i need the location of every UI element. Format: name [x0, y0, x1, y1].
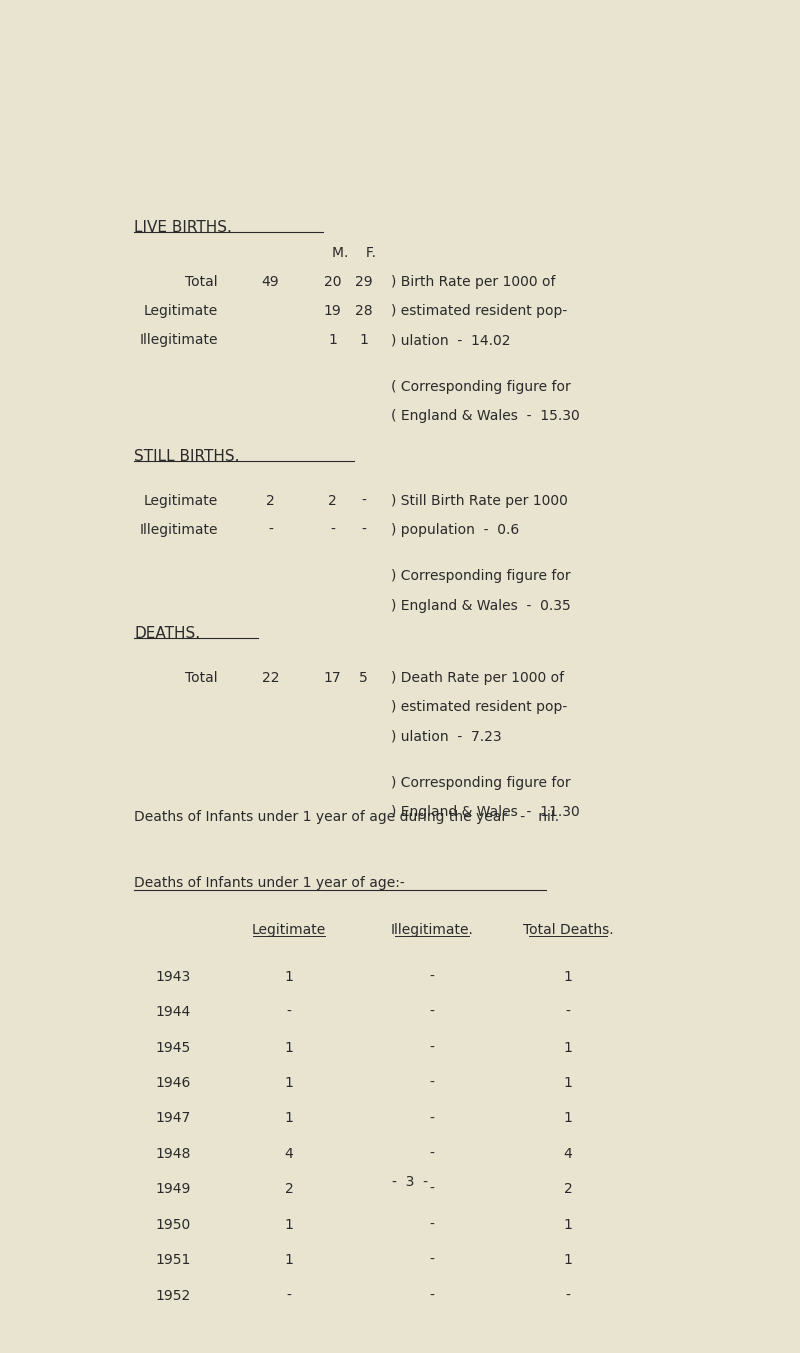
Text: -: - — [430, 970, 434, 984]
Text: ) England & Wales  -  11.30: ) England & Wales - 11.30 — [391, 805, 580, 819]
Text: ) England & Wales  -  0.35: ) England & Wales - 0.35 — [391, 598, 571, 613]
Text: 1: 1 — [285, 1253, 294, 1268]
Text: -: - — [430, 1218, 434, 1231]
Text: Legitimate: Legitimate — [143, 304, 218, 318]
Text: 1944: 1944 — [156, 1005, 191, 1019]
Text: 1949: 1949 — [156, 1183, 191, 1196]
Text: 2: 2 — [266, 494, 275, 507]
Text: Deaths of Infants under 1 year of age during the year   -   nil.: Deaths of Infants under 1 year of age du… — [134, 810, 559, 824]
Text: 2: 2 — [564, 1183, 573, 1196]
Text: 19: 19 — [324, 304, 342, 318]
Text: -  3  -: - 3 - — [392, 1174, 428, 1189]
Text: 5: 5 — [359, 671, 368, 685]
Text: 1945: 1945 — [156, 1040, 191, 1054]
Text: ) ulation  -  14.02: ) ulation - 14.02 — [391, 333, 511, 348]
Text: -: - — [566, 1005, 570, 1019]
Text: ( Corresponding figure for: ( Corresponding figure for — [391, 380, 571, 394]
Text: ) Corresponding figure for: ) Corresponding figure for — [391, 570, 571, 583]
Text: 1: 1 — [328, 333, 337, 348]
Text: -: - — [361, 522, 366, 537]
Text: 1: 1 — [359, 333, 368, 348]
Text: ) estimated resident pop-: ) estimated resident pop- — [391, 700, 568, 714]
Text: 28: 28 — [354, 304, 372, 318]
Text: 1943: 1943 — [156, 970, 191, 984]
Text: 1: 1 — [285, 1218, 294, 1231]
Text: ) Still Birth Rate per 1000: ) Still Birth Rate per 1000 — [391, 494, 568, 507]
Text: ( England & Wales  -  15.30: ( England & Wales - 15.30 — [391, 409, 580, 423]
Text: 1948: 1948 — [156, 1147, 191, 1161]
Text: 1: 1 — [285, 970, 294, 984]
Text: 1: 1 — [564, 1040, 573, 1054]
Text: -: - — [268, 522, 273, 537]
Text: -: - — [286, 1288, 291, 1303]
Text: Legitimate: Legitimate — [143, 494, 218, 507]
Text: -: - — [566, 1288, 570, 1303]
Text: ) estimated resident pop-: ) estimated resident pop- — [391, 304, 568, 318]
Text: -: - — [430, 1183, 434, 1196]
Text: -: - — [430, 1147, 434, 1161]
Text: -: - — [430, 1076, 434, 1091]
Text: Illegitimate: Illegitimate — [139, 333, 218, 348]
Text: Illegitimate.: Illegitimate. — [390, 923, 473, 936]
Text: Legitimate: Legitimate — [252, 923, 326, 936]
Text: 1: 1 — [564, 970, 573, 984]
Text: -: - — [430, 1288, 434, 1303]
Text: 1951: 1951 — [156, 1253, 191, 1268]
Text: ) Corresponding figure for: ) Corresponding figure for — [391, 775, 571, 790]
Text: M.    F.: M. F. — [333, 246, 377, 260]
Text: LIVE BIRTHS.: LIVE BIRTHS. — [134, 219, 232, 234]
Text: 2: 2 — [328, 494, 337, 507]
Text: -: - — [286, 1005, 291, 1019]
Text: Total Deaths.: Total Deaths. — [522, 923, 614, 936]
Text: Deaths of Infants under 1 year of age:-: Deaths of Infants under 1 year of age:- — [134, 875, 405, 890]
Text: DEATHS.: DEATHS. — [134, 626, 200, 641]
Text: -: - — [430, 1040, 434, 1054]
Text: 1: 1 — [564, 1111, 573, 1126]
Text: Total: Total — [185, 275, 218, 290]
Text: -: - — [330, 522, 335, 537]
Text: 1946: 1946 — [156, 1076, 191, 1091]
Text: 1: 1 — [285, 1040, 294, 1054]
Text: 1: 1 — [285, 1111, 294, 1126]
Text: -: - — [430, 1005, 434, 1019]
Text: 4: 4 — [564, 1147, 573, 1161]
Text: -: - — [430, 1111, 434, 1126]
Text: 20: 20 — [324, 275, 342, 290]
Text: 1: 1 — [564, 1218, 573, 1231]
Text: 1950: 1950 — [156, 1218, 191, 1231]
Text: -: - — [430, 1253, 434, 1268]
Text: 2: 2 — [285, 1183, 294, 1196]
Text: ) population  -  0.6: ) population - 0.6 — [391, 522, 520, 537]
Text: Total: Total — [185, 671, 218, 685]
Text: 1: 1 — [285, 1076, 294, 1091]
Text: ) Death Rate per 1000 of: ) Death Rate per 1000 of — [391, 671, 565, 685]
Text: 1947: 1947 — [156, 1111, 191, 1126]
Text: ) Birth Rate per 1000 of: ) Birth Rate per 1000 of — [391, 275, 556, 290]
Text: Illegitimate: Illegitimate — [139, 522, 218, 537]
Text: 4: 4 — [285, 1147, 294, 1161]
Text: 1: 1 — [564, 1253, 573, 1268]
Text: 17: 17 — [324, 671, 342, 685]
Text: 1952: 1952 — [156, 1288, 191, 1303]
Text: 1: 1 — [564, 1076, 573, 1091]
Text: -: - — [361, 494, 366, 507]
Text: ) ulation  -  7.23: ) ulation - 7.23 — [391, 729, 502, 743]
Text: 29: 29 — [354, 275, 372, 290]
Text: 49: 49 — [262, 275, 279, 290]
Text: STILL BIRTHS.: STILL BIRTHS. — [134, 449, 240, 464]
Text: 22: 22 — [262, 671, 279, 685]
